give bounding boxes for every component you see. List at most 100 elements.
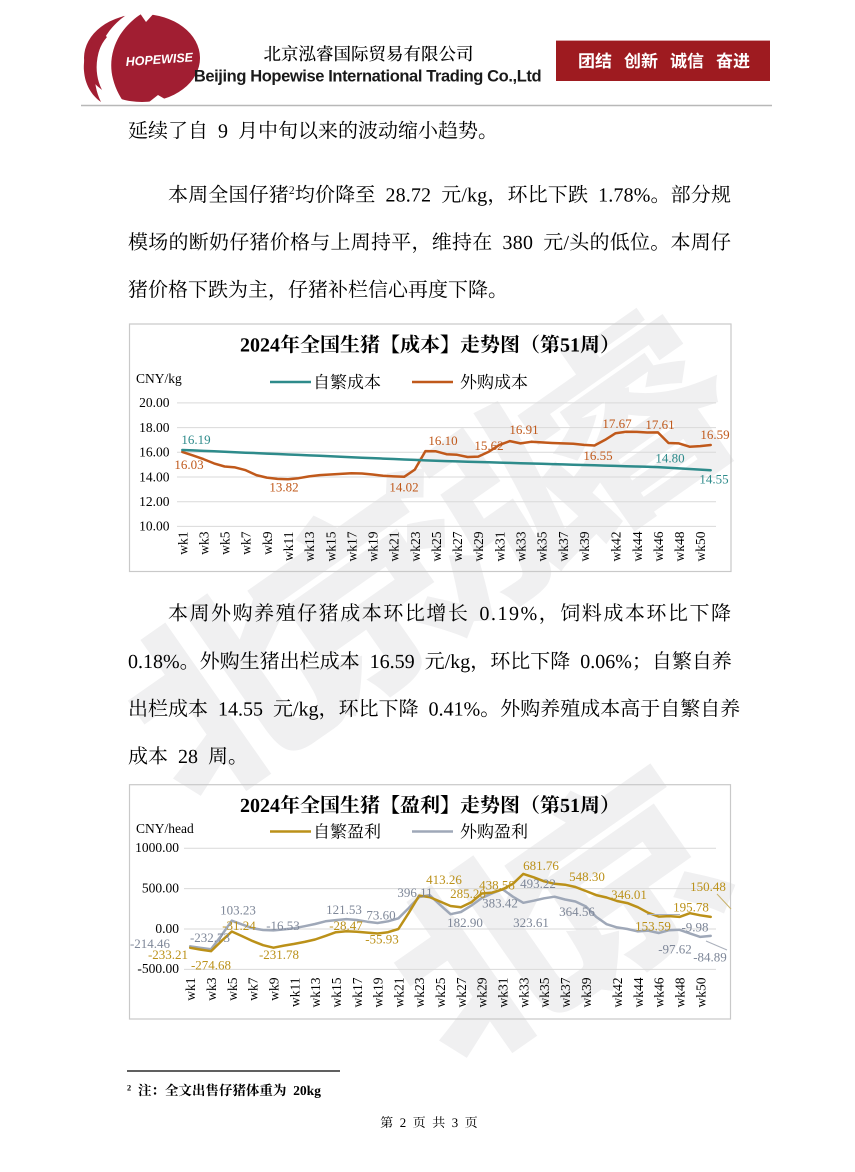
svg-text:0.00: 0.00	[155, 921, 179, 936]
svg-text:-55.93: -55.93	[365, 932, 399, 947]
svg-text:wk37: wk37	[558, 977, 573, 1007]
svg-text:wk46: wk46	[651, 531, 666, 561]
svg-text:-233.21: -233.21	[148, 947, 188, 962]
svg-text:182.90: 182.90	[447, 915, 483, 930]
svg-text:wk9: wk9	[266, 977, 281, 1000]
svg-text:wk21: wk21	[391, 978, 406, 1008]
svg-text:14.02: 14.02	[389, 480, 418, 495]
svg-text:wk13: wk13	[302, 531, 317, 561]
svg-text:396.11: 396.11	[397, 885, 432, 900]
svg-text:wk35: wk35	[537, 977, 552, 1007]
svg-text:-16.53: -16.53	[266, 918, 300, 933]
svg-text:wk1: wk1	[183, 978, 198, 1001]
svg-text:681.76: 681.76	[523, 858, 559, 873]
svg-text:CNY/head: CNY/head	[136, 821, 194, 836]
svg-text:HOPEWISE: HOPEWISE	[125, 50, 194, 69]
svg-text:wk48: wk48	[672, 531, 687, 561]
svg-text:wk35: wk35	[535, 531, 550, 561]
svg-text:wk15: wk15	[323, 531, 338, 561]
svg-text:-231.78: -231.78	[259, 947, 299, 962]
svg-text:wk29: wk29	[471, 531, 486, 561]
svg-text:14.80: 14.80	[655, 451, 684, 466]
svg-text:wk5: wk5	[225, 977, 240, 1000]
svg-text:Beijing Hopewise International: Beijing Hopewise International Trading C…	[194, 68, 541, 86]
svg-text:wk19: wk19	[366, 531, 381, 561]
svg-text:wk44: wk44	[631, 977, 646, 1007]
svg-text:103.23: 103.23	[220, 903, 256, 918]
svg-text:wk7: wk7	[246, 977, 261, 1000]
svg-text:17.61: 17.61	[645, 417, 674, 432]
svg-text:wk27: wk27	[454, 977, 469, 1007]
svg-text:383.42: 383.42	[482, 896, 518, 911]
svg-text:121.53: 121.53	[326, 902, 362, 917]
svg-text:14.00: 14.00	[139, 469, 170, 484]
svg-text:wk17: wk17	[350, 977, 365, 1007]
svg-text:323.61: 323.61	[513, 915, 549, 930]
svg-text:-31.24: -31.24	[222, 918, 256, 933]
svg-text:16.10: 16.10	[428, 433, 457, 448]
svg-text:16.91: 16.91	[509, 422, 538, 437]
svg-text:285.20: 285.20	[450, 886, 486, 901]
svg-text:wk11: wk11	[281, 532, 296, 562]
svg-text:wk29: wk29	[475, 977, 490, 1007]
svg-text:16.55: 16.55	[583, 448, 612, 463]
svg-text:wk31: wk31	[496, 978, 511, 1008]
svg-text:16.03: 16.03	[174, 457, 203, 472]
svg-text:-84.89: -84.89	[693, 950, 727, 965]
svg-text:wk48: wk48	[672, 977, 687, 1007]
svg-text:wk27: wk27	[450, 531, 465, 561]
svg-text:wk3: wk3	[196, 531, 211, 554]
svg-text:153.59: 153.59	[635, 919, 671, 934]
svg-text:73.60: 73.60	[366, 908, 395, 923]
svg-text:493.22: 493.22	[520, 876, 556, 891]
svg-text:wk19: wk19	[371, 977, 386, 1007]
svg-text:364.56: 364.56	[559, 904, 595, 919]
svg-text:10.00: 10.00	[139, 519, 170, 534]
svg-text:wk25: wk25	[433, 977, 448, 1007]
svg-text:wk23: wk23	[408, 531, 423, 561]
svg-text:150.48: 150.48	[690, 879, 726, 894]
svg-text:438.58: 438.58	[479, 878, 515, 893]
svg-text:195.78: 195.78	[673, 900, 709, 915]
svg-text:-214.46: -214.46	[130, 936, 171, 951]
svg-text:wk11: wk11	[287, 978, 302, 1008]
svg-text:1000.00: 1000.00	[135, 840, 179, 855]
svg-text:wk17: wk17	[344, 531, 359, 561]
svg-text:wk23: wk23	[412, 977, 427, 1007]
svg-text:-28.47: -28.47	[329, 918, 363, 933]
svg-text:wk42: wk42	[610, 978, 625, 1008]
svg-text:wk44: wk44	[630, 531, 645, 561]
svg-text:-500.00: -500.00	[137, 961, 179, 976]
svg-text:-97.62: -97.62	[658, 942, 692, 957]
svg-text:20.00: 20.00	[139, 395, 170, 410]
svg-text:16.19: 16.19	[181, 432, 210, 447]
svg-text:-274.68: -274.68	[191, 958, 231, 973]
svg-text:500.00: 500.00	[142, 880, 179, 895]
svg-text:wk46: wk46	[652, 977, 667, 1007]
svg-text:wk25: wk25	[429, 531, 444, 561]
svg-text:17.67: 17.67	[602, 416, 632, 431]
svg-text:14.55: 14.55	[699, 472, 728, 487]
svg-text:346.01: 346.01	[611, 887, 647, 902]
svg-text:16.59: 16.59	[700, 427, 729, 442]
svg-text:wk33: wk33	[513, 531, 528, 561]
svg-text:wk13: wk13	[308, 977, 323, 1007]
svg-text:wk39: wk39	[577, 531, 592, 561]
svg-text:548.30: 548.30	[569, 869, 605, 884]
svg-text:wk31: wk31	[492, 532, 507, 562]
svg-text:wk1: wk1	[175, 532, 190, 555]
svg-text:-232.73: -232.73	[190, 930, 230, 945]
svg-text:wk42: wk42	[609, 532, 624, 562]
svg-text:wk3: wk3	[204, 977, 219, 1000]
svg-text:16.00: 16.00	[139, 445, 170, 460]
svg-text:wk37: wk37	[556, 531, 571, 561]
svg-text:wk33: wk33	[516, 977, 531, 1007]
svg-text:18.00: 18.00	[139, 420, 170, 435]
svg-text:wk50: wk50	[693, 977, 708, 1007]
svg-text:15.62: 15.62	[474, 438, 503, 453]
svg-text:wk9: wk9	[260, 531, 275, 554]
svg-text:-9.98: -9.98	[681, 920, 708, 935]
svg-text:wk15: wk15	[329, 977, 344, 1007]
svg-text:wk5: wk5	[218, 531, 233, 554]
svg-text:413.26: 413.26	[426, 872, 462, 887]
